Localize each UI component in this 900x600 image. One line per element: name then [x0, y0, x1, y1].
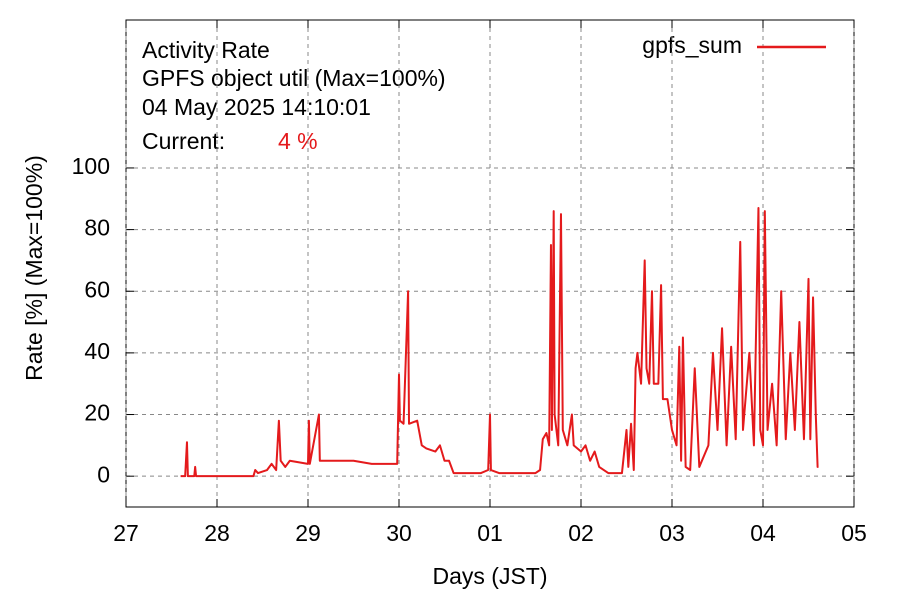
x-tick-label: 01	[477, 520, 503, 546]
y-tick-label: 60	[84, 276, 110, 302]
x-axis-label: Days (JST)	[433, 563, 548, 589]
chart-subtitle: GPFS object util (Max=100%)	[142, 65, 446, 91]
y-axis-label: Rate [%] (Max=100%)	[21, 155, 47, 381]
current-value: 4 %	[278, 128, 318, 154]
x-tick-label: 30	[386, 520, 412, 546]
y-tick-label: 0	[97, 461, 110, 487]
x-tick-label: 28	[204, 520, 230, 546]
y-tick-label: 80	[84, 215, 110, 241]
data-line	[180, 207, 819, 478]
chart-title: Activity Rate	[142, 37, 270, 63]
x-tick-label: 04	[750, 520, 776, 546]
y-tick-label: 20	[84, 400, 110, 426]
y-tick-label: 100	[72, 153, 110, 179]
legend-label: gpfs_sum	[642, 32, 742, 58]
x-tick-label: 03	[659, 520, 685, 546]
x-tick-label: 02	[568, 520, 594, 546]
x-tick-label: 29	[295, 520, 321, 546]
y-tick-label: 40	[84, 338, 110, 364]
x-tick-label: 05	[841, 520, 867, 546]
x-tick-label: 27	[113, 520, 139, 546]
timestamp: 04 May 2025 14:10:01	[142, 94, 371, 120]
current-label: Current:	[142, 128, 225, 154]
